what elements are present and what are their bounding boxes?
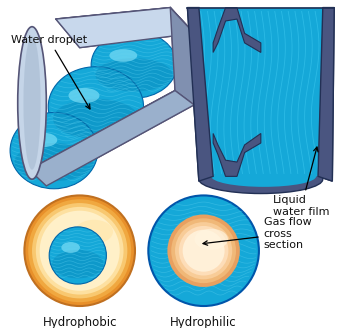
Ellipse shape — [52, 250, 104, 278]
Ellipse shape — [10, 113, 98, 189]
Circle shape — [28, 199, 131, 302]
Ellipse shape — [24, 36, 41, 170]
Ellipse shape — [68, 88, 99, 103]
Ellipse shape — [91, 31, 177, 98]
Circle shape — [175, 222, 232, 279]
Text: Liquid
water film: Liquid water film — [273, 147, 330, 217]
Polygon shape — [318, 8, 334, 181]
Circle shape — [183, 230, 225, 272]
Polygon shape — [170, 8, 194, 105]
Ellipse shape — [49, 227, 106, 284]
Polygon shape — [199, 8, 323, 176]
Ellipse shape — [211, 166, 316, 187]
Circle shape — [148, 195, 259, 306]
Ellipse shape — [110, 49, 137, 62]
Polygon shape — [213, 133, 261, 176]
Ellipse shape — [61, 242, 80, 253]
Ellipse shape — [75, 220, 113, 244]
Polygon shape — [29, 91, 194, 186]
Circle shape — [179, 226, 229, 276]
Polygon shape — [56, 8, 194, 48]
Polygon shape — [318, 8, 334, 181]
Polygon shape — [187, 8, 213, 181]
Text: Gas flow
cross
section: Gas flow cross section — [203, 217, 311, 250]
Ellipse shape — [14, 143, 93, 181]
Ellipse shape — [199, 165, 323, 194]
Ellipse shape — [95, 58, 173, 92]
Circle shape — [25, 195, 135, 306]
Circle shape — [167, 215, 240, 287]
Ellipse shape — [194, 229, 228, 250]
Ellipse shape — [48, 67, 144, 147]
Circle shape — [40, 211, 120, 291]
Text: Hydrophobic: Hydrophobic — [42, 316, 117, 328]
Polygon shape — [29, 91, 194, 186]
Circle shape — [171, 218, 236, 283]
Circle shape — [36, 207, 124, 295]
Polygon shape — [187, 8, 213, 181]
Polygon shape — [213, 8, 261, 52]
Polygon shape — [56, 8, 194, 48]
Ellipse shape — [18, 27, 46, 179]
Circle shape — [32, 203, 127, 298]
Polygon shape — [170, 8, 194, 105]
Text: Water droplet: Water droplet — [11, 35, 90, 109]
Ellipse shape — [53, 99, 139, 139]
Text: Hydrophilic: Hydrophilic — [170, 316, 237, 328]
Ellipse shape — [29, 133, 57, 147]
